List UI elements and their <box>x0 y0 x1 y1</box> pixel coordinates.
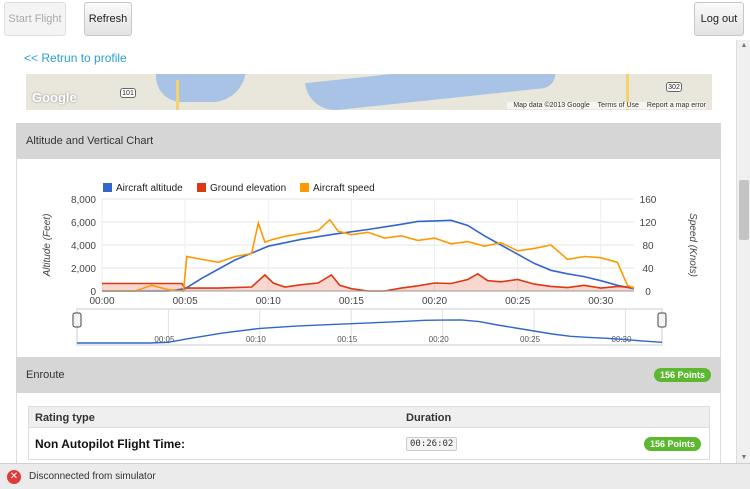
logout-button[interactable]: Log out <box>694 2 744 36</box>
rating-name: Non Autopilot Flight Time: <box>35 437 185 451</box>
report-map-error-link[interactable]: Report a map error <box>646 102 706 109</box>
range-selector-tick-label: 00:10 <box>246 335 267 344</box>
top-toolbar: Start Flight Refresh Log out <box>0 0 750 40</box>
y-right-tick-label: 160 <box>640 195 657 206</box>
y-left-tick-label: 2,000 <box>71 264 96 275</box>
range-selector-series <box>77 319 663 344</box>
x-tick-label: 00:00 <box>89 296 114 307</box>
y-right-axis-title: Speed (Knots) <box>687 213 698 277</box>
legend-label-0: Aircraft altitude <box>116 183 183 194</box>
highway-shield-101: 101 <box>120 88 136 98</box>
legend-swatch-1 <box>197 183 206 192</box>
map-data-credit: Map data ©2013 Google <box>513 102 590 109</box>
highway-shield-302: 302 <box>666 82 682 92</box>
range-selector-tick-label: 00:25 <box>520 335 541 344</box>
series-line-0 <box>102 219 635 292</box>
legend-swatch-2 <box>300 183 309 192</box>
y-left-tick-label: 6,000 <box>71 218 96 229</box>
x-tick-label: 00:30 <box>588 296 613 307</box>
enroute-section-title: Enroute <box>26 369 65 381</box>
altitude-section-header: Altitude and Vertical Chart <box>16 123 721 159</box>
refresh-button[interactable]: Refresh <box>84 2 132 36</box>
y-left-axis-title: Altitude (Feet) <box>42 214 53 278</box>
map-attribution: Map data ©2013 Google Terms of Use Repor… <box>507 102 706 109</box>
table-row: Non Autopilot Flight Time: 00:26:02 156 … <box>28 428 710 460</box>
rating-table-header: Rating type Duration <box>28 406 710 428</box>
rating-duration: 00:26:02 <box>406 437 458 451</box>
page-scrollbar[interactable]: ▲ ▼ <box>736 40 750 463</box>
scrollbar-thumb[interactable] <box>739 180 749 240</box>
range-handle-right[interactable] <box>657 312 667 328</box>
x-tick-label: 00:20 <box>422 296 447 307</box>
x-tick-label: 00:05 <box>173 296 198 307</box>
enroute-points-badge: 156 Points <box>653 368 711 382</box>
legend-swatch-0 <box>103 183 112 192</box>
rating-points-badge: 156 Points <box>643 437 701 451</box>
scroll-down-arrow-icon[interactable]: ▼ <box>740 454 748 461</box>
x-tick-label: 00:10 <box>256 296 281 307</box>
enroute-panel: Rating type Duration Non Autopilot Fligh… <box>16 393 721 463</box>
x-tick-label: 00:15 <box>339 296 364 307</box>
altitude-chart-panel: Aircraft altitude Ground elevation Aircraf… <box>16 159 721 357</box>
y-right-tick-label: 120 <box>640 218 657 229</box>
range-selector-tick-label: 00:15 <box>337 335 358 344</box>
scroll-up-arrow-icon[interactable]: ▲ <box>740 42 748 49</box>
google-logo: Google <box>32 90 77 105</box>
rating-table: Rating type Duration Non Autopilot Fligh… <box>28 406 710 460</box>
disconnected-error-icon: ✕ <box>7 469 21 484</box>
start-flight-button[interactable]: Start Flight <box>4 2 66 36</box>
status-bar: ✕ Disconnected from simulator <box>0 463 750 489</box>
y-left-tick-label: 8,000 <box>71 195 96 206</box>
duration-column-header: Duration <box>406 412 452 424</box>
content-scroll-area: 101 302 Google Map data ©2013 Google Ter… <box>0 74 736 463</box>
return-to-profile-link[interactable]: << Retrun to profile <box>24 51 127 65</box>
y-left-tick-label: 4,000 <box>71 241 96 252</box>
terms-of-use-link[interactable]: Terms of Use <box>597 102 639 109</box>
range-selector-tick-label: 00:05 <box>154 335 175 344</box>
y-left-tick-label: 0 <box>90 287 96 298</box>
map-lake <box>156 74 246 102</box>
status-text: Disconnected from simulator <box>29 471 156 482</box>
rating-type-column-header: Rating type <box>35 412 95 424</box>
flight-map[interactable]: 101 302 Google Map data ©2013 Google Ter… <box>26 74 712 110</box>
range-selector-tick-label: 00:20 <box>429 335 450 344</box>
altitude-chart[interactable]: Aircraft altitude Ground elevation Aircraf… <box>17 159 722 357</box>
series-line-2 <box>102 218 635 292</box>
x-tick-label: 00:25 <box>505 296 530 307</box>
series-line-1 <box>102 272 635 292</box>
y-right-tick-label: 0 <box>645 287 651 298</box>
map-road <box>626 74 629 110</box>
map-road <box>176 80 179 110</box>
legend-label-1: Ground elevation <box>210 183 286 194</box>
altitude-section-title: Altitude and Vertical Chart <box>26 135 154 147</box>
series-area-1 <box>102 273 634 291</box>
y-right-tick-label: 80 <box>642 241 654 252</box>
legend-label-2: Aircraft speed <box>313 183 375 194</box>
y-right-tick-label: 40 <box>642 264 654 275</box>
enroute-section-header: Enroute 156 Points <box>16 357 721 393</box>
range-handle-left[interactable] <box>72 312 82 328</box>
